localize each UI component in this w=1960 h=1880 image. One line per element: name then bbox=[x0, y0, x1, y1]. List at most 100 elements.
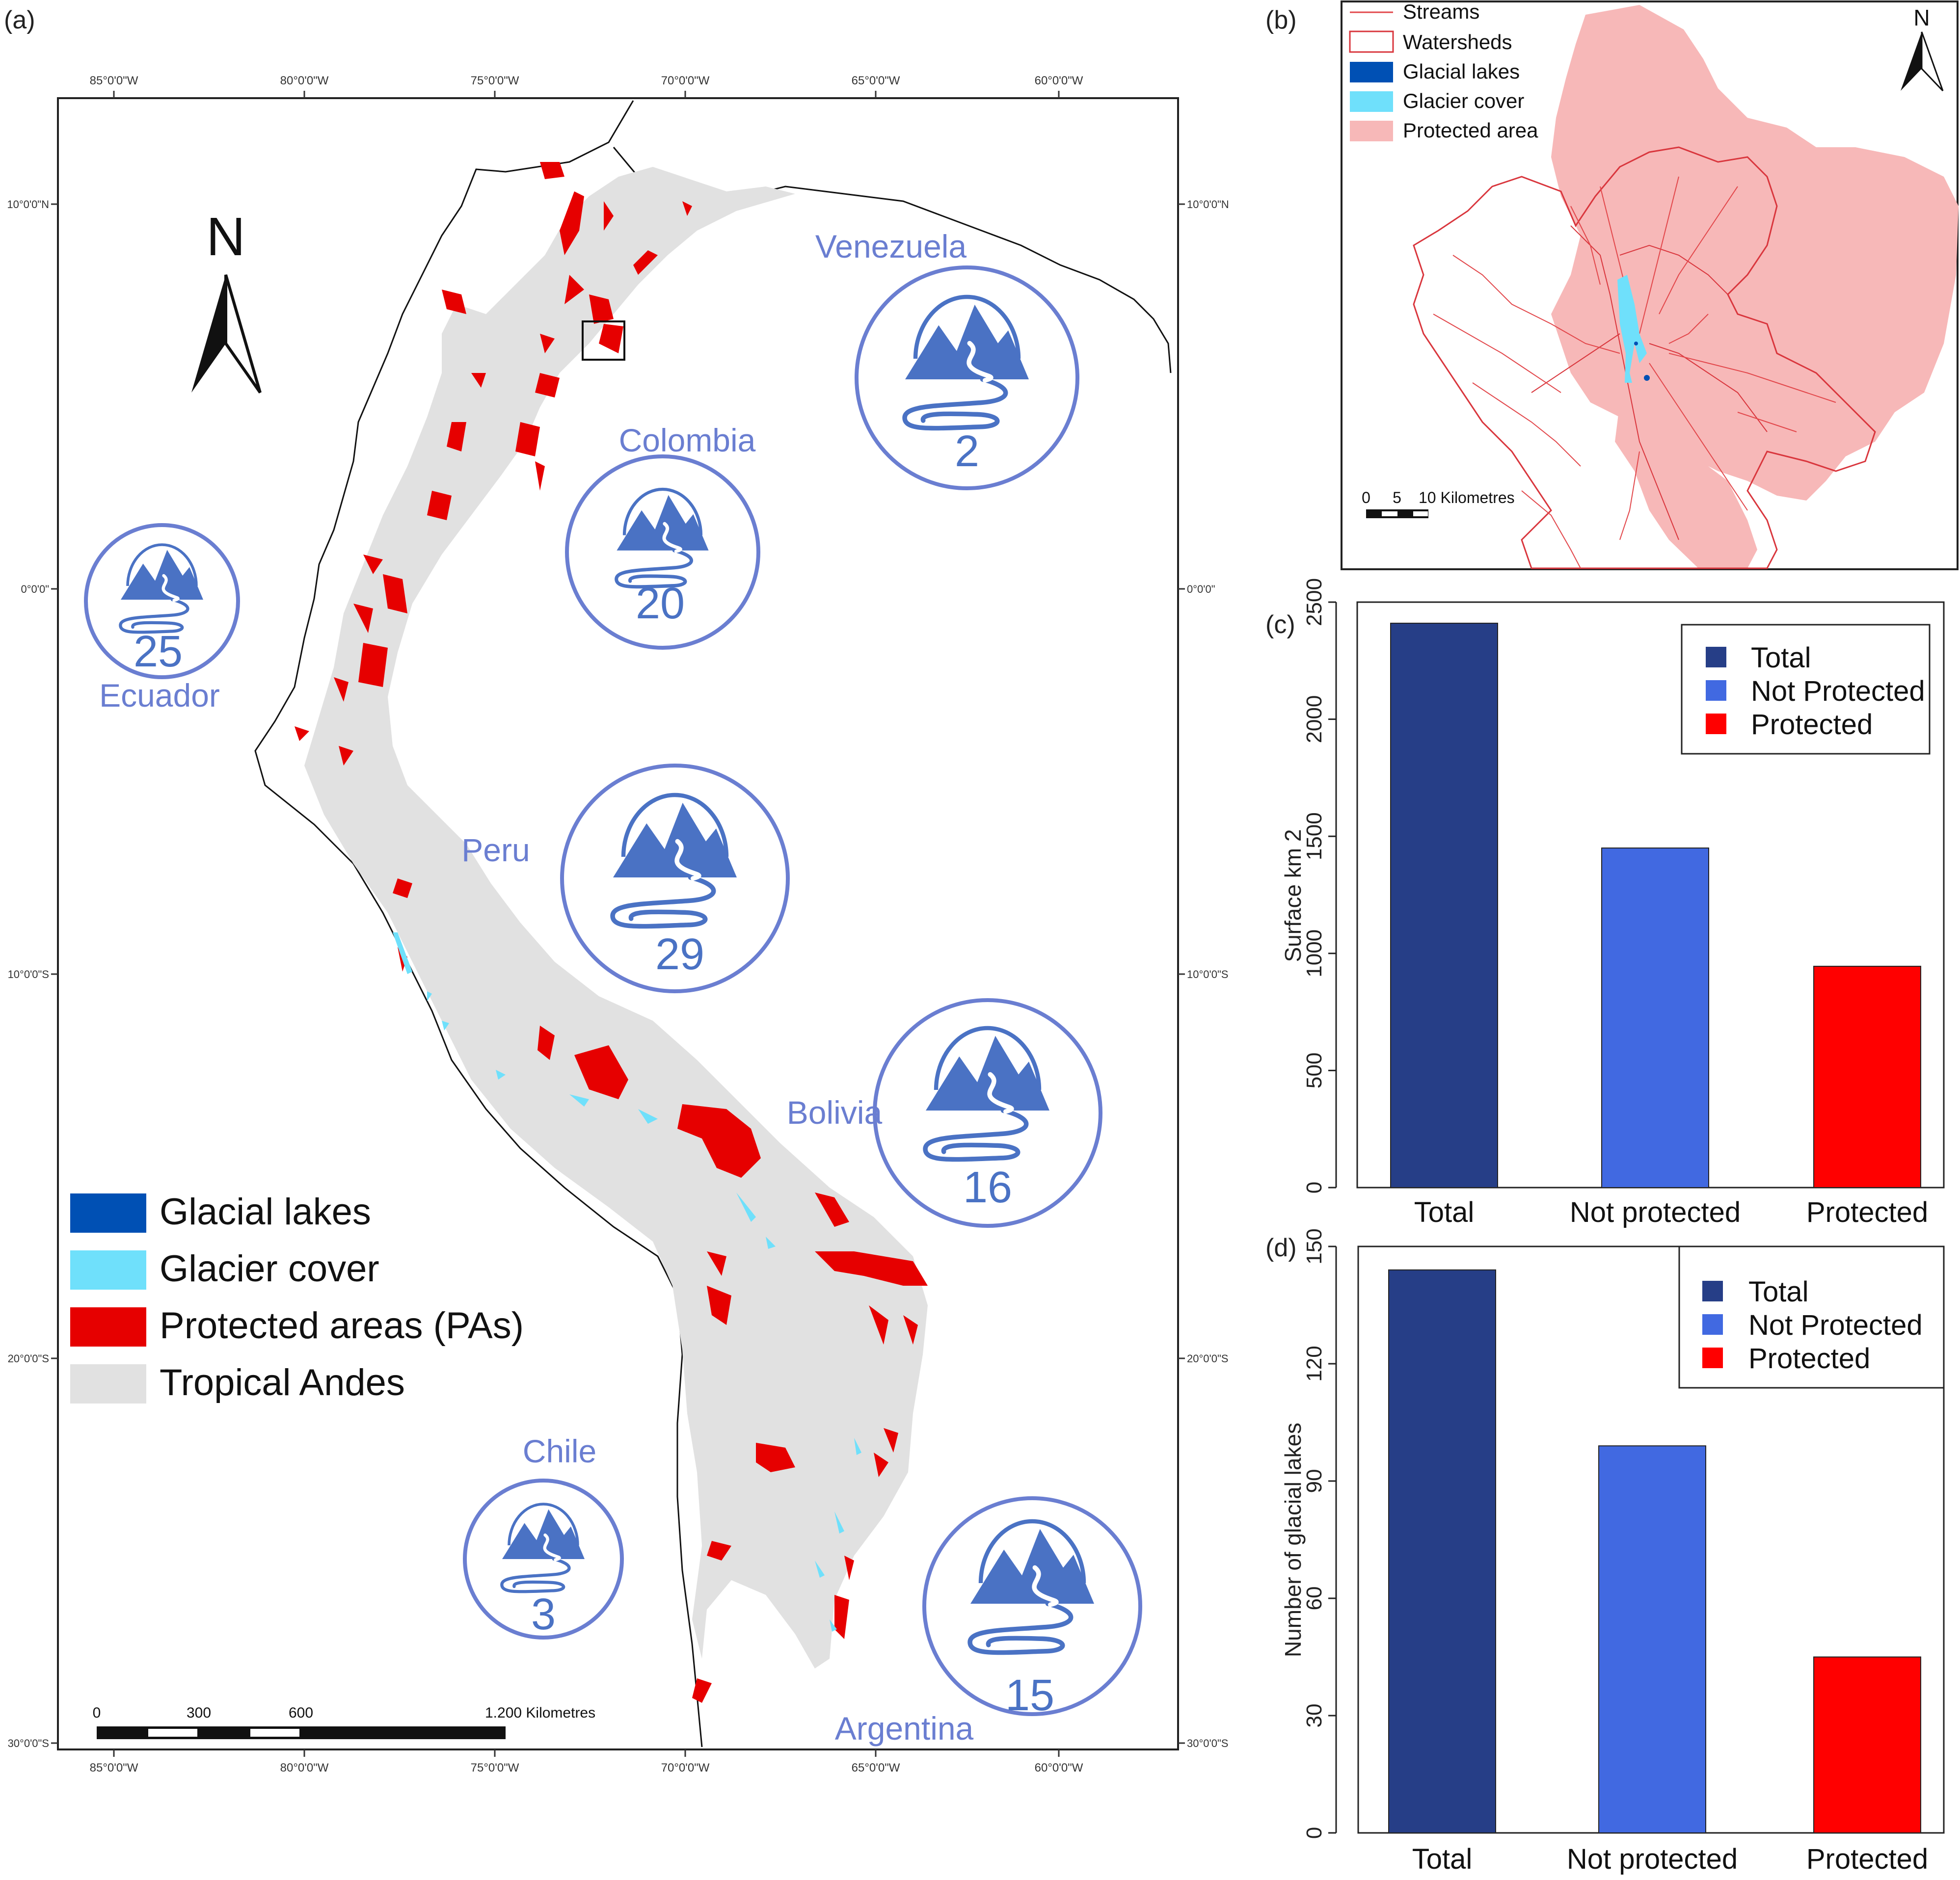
inset-legend-protected-swatch bbox=[1350, 121, 1393, 141]
chart-d-x-label: Total bbox=[1412, 1843, 1473, 1875]
bottom-tick: 80°0'0"W bbox=[280, 1761, 329, 1774]
legend-swatch-glacial-lakes bbox=[70, 1193, 146, 1233]
country-count: 15 bbox=[1005, 1671, 1054, 1720]
inset-scale-tick: 5 bbox=[1393, 489, 1401, 506]
inset-scale-tick: 0 bbox=[1362, 489, 1370, 506]
scale-tick: 600 bbox=[289, 1705, 313, 1721]
chart-c-y-tick-label: 1000 bbox=[1302, 929, 1326, 978]
legend-label: Tropical Andes bbox=[160, 1362, 405, 1403]
panel-c-label: (c) bbox=[1265, 610, 1295, 639]
map-legend: Glacial lakes Glacier cover Protected ar… bbox=[70, 1191, 524, 1403]
chart-c-legend: Total Not Protected Protected bbox=[1681, 624, 1931, 755]
chart-d-y-axis: 0 30 60 90 120 150 bbox=[1302, 1228, 1337, 1839]
inset-legend: Streams Watersheds Glacial lakes Glacier… bbox=[1349, 0, 1538, 142]
bottom-tick: 60°0'0"W bbox=[1035, 1761, 1083, 1774]
country-badge-chile: Chile 3 bbox=[463, 1433, 624, 1640]
legend-swatch-tropical-andes bbox=[70, 1364, 146, 1403]
chart-d-y-tick-label: 60 bbox=[1302, 1587, 1326, 1611]
country-badge-argentina: Argentina 15 bbox=[835, 1496, 1142, 1747]
top-tick: 65°0'0"W bbox=[852, 74, 900, 87]
legend-label: Glacier cover bbox=[160, 1248, 379, 1290]
inset-legend-label: Streams bbox=[1403, 0, 1479, 23]
country-name: Venezuela bbox=[815, 228, 967, 265]
country-name: Colombia bbox=[619, 422, 756, 458]
legend-swatch-glacier-cover bbox=[70, 1250, 146, 1290]
inset-glacial-lake bbox=[1634, 342, 1638, 345]
country-name: Peru bbox=[461, 832, 530, 868]
inset-watersheds bbox=[1413, 146, 1876, 569]
chart-d-y-label: Number of glacial lakes bbox=[1280, 1423, 1306, 1657]
chart-d-legend-label: Protected bbox=[1748, 1343, 1870, 1375]
left-tick: 10°0'0"S bbox=[8, 968, 49, 980]
country-badge-bolivia: Bolivia 16 bbox=[787, 998, 1102, 1228]
country-name: Bolivia bbox=[787, 1094, 883, 1131]
right-tick: 10°0'0"S bbox=[1187, 968, 1228, 980]
chart-d-y-tick-label: 90 bbox=[1302, 1469, 1326, 1493]
right-tick: 0°0'0" bbox=[1187, 583, 1215, 595]
north-arrow-label: N bbox=[206, 207, 245, 267]
scale-tick: 300 bbox=[187, 1705, 211, 1721]
chart-d-legend-swatch bbox=[1702, 1314, 1723, 1335]
chart-c-x-label: Not protected bbox=[1570, 1196, 1741, 1228]
chart-d-legend-label: Not Protected bbox=[1748, 1309, 1923, 1341]
bottom-tick: 85°0'0"W bbox=[90, 1761, 138, 1774]
north-arrow: N bbox=[191, 207, 262, 394]
chart-d-y-tick-label: 150 bbox=[1302, 1228, 1326, 1264]
right-tick: 10°0'0"N bbox=[1187, 198, 1229, 211]
inset-legend-label: Protected area bbox=[1403, 119, 1538, 142]
inset-legend-lake-swatch bbox=[1350, 62, 1393, 82]
chart-d-bar bbox=[1813, 1656, 1921, 1833]
country-badge-peru: Peru 29 bbox=[461, 764, 790, 993]
glacier-cover bbox=[393, 932, 861, 1632]
panel-a-map: 85°0'0"W 80°0'0"W 75°0'0"W 70°0'0"W 65°0… bbox=[7, 74, 1229, 1774]
country-count: 16 bbox=[963, 1163, 1012, 1212]
panel-d-label: (d) bbox=[1265, 1234, 1297, 1262]
legend-label: Protected areas (PAs) bbox=[160, 1305, 524, 1347]
chart-c-y-tick-label: 500 bbox=[1302, 1053, 1326, 1088]
inset-glacial-lake bbox=[1644, 375, 1650, 381]
inset-legend-glacier-swatch bbox=[1350, 91, 1393, 112]
legend-swatch-protected-areas bbox=[70, 1307, 146, 1347]
bottom-tick: 75°0'0"W bbox=[471, 1761, 519, 1774]
chart-c-x-label: Protected bbox=[1806, 1196, 1928, 1228]
chart-d-x-label: Protected bbox=[1806, 1843, 1928, 1875]
country-count: 3 bbox=[531, 1590, 556, 1639]
tropical-andes-region bbox=[304, 167, 928, 1668]
chart-d-y-tick-label: 120 bbox=[1302, 1346, 1326, 1381]
legend-label: Glacial lakes bbox=[160, 1191, 371, 1233]
panel-c-chart: 0 500 1000 1500 2000 2500 Total Not protected P… bbox=[1280, 578, 1945, 1228]
inset-legend-label: Glacier cover bbox=[1403, 89, 1524, 112]
country-name: Ecuador bbox=[99, 677, 220, 714]
chart-d-y-tick-label: 30 bbox=[1302, 1704, 1326, 1728]
left-tick: 20°0'0"S bbox=[8, 1352, 49, 1365]
country-badge-colombia: Colombia 20 bbox=[565, 422, 760, 650]
scale-tick: 0 bbox=[93, 1705, 101, 1721]
chart-d-x-label: Not protected bbox=[1567, 1843, 1738, 1875]
chart-c-y-tick-label: 0 bbox=[1302, 1182, 1326, 1193]
chart-c-y-tick-label: 2000 bbox=[1302, 695, 1326, 743]
inset-glacier-cover bbox=[1617, 275, 1647, 383]
chart-d-y-tick-label: 0 bbox=[1302, 1827, 1326, 1839]
chart-d-legend: Total Not Protected Protected bbox=[1678, 1245, 1945, 1389]
coastline bbox=[254, 100, 703, 1748]
chart-c-bars bbox=[1390, 622, 1921, 1189]
chart-c-bar bbox=[1813, 966, 1921, 1189]
chart-c-y-axis: 0 500 1000 1500 2000 2500 bbox=[1302, 578, 1337, 1193]
inset-locator-box bbox=[582, 320, 625, 361]
left-tick: 10°0'0"N bbox=[7, 198, 49, 211]
chart-d-legend-label: Total bbox=[1748, 1276, 1809, 1308]
chart-c-legend-swatch bbox=[1706, 680, 1726, 701]
left-tick: 0°0'0" bbox=[21, 583, 49, 595]
country-count: 20 bbox=[636, 579, 685, 628]
inset-legend-watershed-swatch bbox=[1349, 30, 1394, 53]
right-tick: 30°0'0"S bbox=[1187, 1737, 1228, 1749]
top-tick: 70°0'0"W bbox=[661, 74, 710, 87]
country-count: 25 bbox=[134, 627, 183, 676]
chart-c-y-label: Surface km 2 bbox=[1280, 829, 1306, 962]
chart-c-y-tick-label: 1500 bbox=[1302, 812, 1326, 860]
inset-legend-label: Glacial lakes bbox=[1403, 60, 1520, 83]
inset-protected-area bbox=[1551, 5, 1959, 501]
top-tick: 60°0'0"W bbox=[1035, 74, 1083, 87]
